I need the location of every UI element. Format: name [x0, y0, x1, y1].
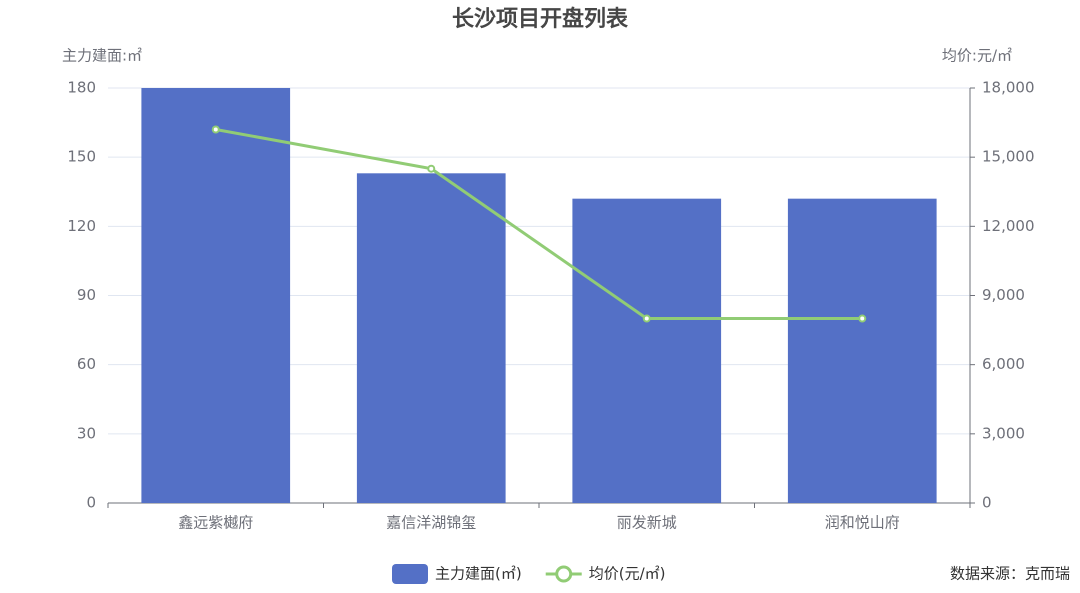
line-point: [427, 164, 436, 173]
y-tick-label: 120: [67, 217, 96, 235]
x-tick-label: 嘉信洋湖锦玺: [386, 514, 476, 532]
line-point: [211, 125, 220, 134]
y2-tick-label: 12,000: [982, 217, 1035, 235]
chart-title: 长沙项目开盘列表: [452, 6, 629, 32]
x-tick-label: 润和悦山府: [825, 514, 900, 532]
line: [215, 128, 863, 321]
line-point: [858, 314, 867, 323]
bar: [572, 198, 722, 503]
y-tick-label: 30: [77, 424, 96, 442]
y2-tick-label: 18,000: [982, 79, 1035, 97]
x-tick-label: 丽发新城: [617, 514, 677, 532]
y2-tick-label: 0: [982, 494, 992, 512]
line-point: [642, 314, 651, 323]
bar: [356, 173, 506, 504]
y-axis-label: 主力建面:㎡: [62, 47, 142, 65]
legend-swatch: [392, 564, 428, 584]
y2-tick-label: 6,000: [982, 355, 1025, 373]
y-tick-label: 0: [86, 494, 96, 512]
y2-axis-label: 均价:元/㎡: [942, 47, 1012, 65]
y-tick-label: 150: [67, 148, 96, 166]
source-note: 数据来源：克而瑞: [950, 565, 1070, 583]
legend-label: 主力建面(㎡): [435, 565, 522, 583]
y-tick-label: 60: [77, 355, 96, 373]
legend-label: 均价(元/㎡): [589, 565, 666, 583]
y-tick-label: 180: [67, 79, 96, 97]
legend-marker: [555, 565, 573, 583]
bar: [141, 88, 291, 503]
y2-tick-label: 15,000: [982, 148, 1035, 166]
x-tick-label: 鑫远紫樾府: [178, 514, 253, 532]
y2-tick-label: 3,000: [982, 424, 1025, 442]
y-tick-label: 90: [77, 286, 96, 304]
y2-tick-label: 9,000: [982, 286, 1025, 304]
bar: [787, 198, 937, 503]
